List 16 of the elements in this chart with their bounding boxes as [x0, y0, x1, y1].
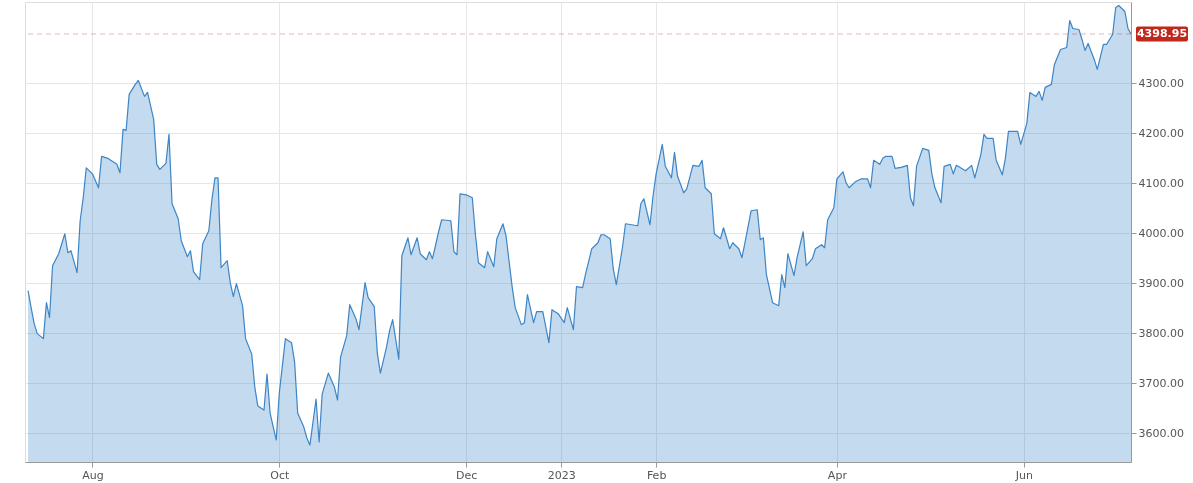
y-tick-label: 4200.00 — [1138, 126, 1184, 140]
y-tick-label: 3800.00 — [1138, 326, 1184, 340]
x-tick-label: Feb — [646, 468, 667, 482]
y-tick-label: 4100.00 — [1138, 176, 1184, 190]
y-tick-label: 3700.00 — [1138, 376, 1184, 390]
y-tick-label: 3900.00 — [1138, 276, 1184, 290]
x-tick-label: Aug — [82, 468, 104, 482]
y-tick-label: 4000.00 — [1138, 226, 1184, 240]
x-tick-label: Oct — [270, 468, 290, 482]
x-tick-label: Apr — [827, 468, 848, 482]
x-tick-label: Dec — [456, 468, 478, 482]
x-tick-label: Jun — [1014, 468, 1033, 482]
ref-line-label: 4398.95 — [1136, 26, 1188, 40]
y-tick-label: 4300.00 — [1138, 76, 1184, 90]
y-tick-label: 3600.00 — [1138, 426, 1184, 440]
x-tick-label: 2023 — [547, 468, 576, 482]
